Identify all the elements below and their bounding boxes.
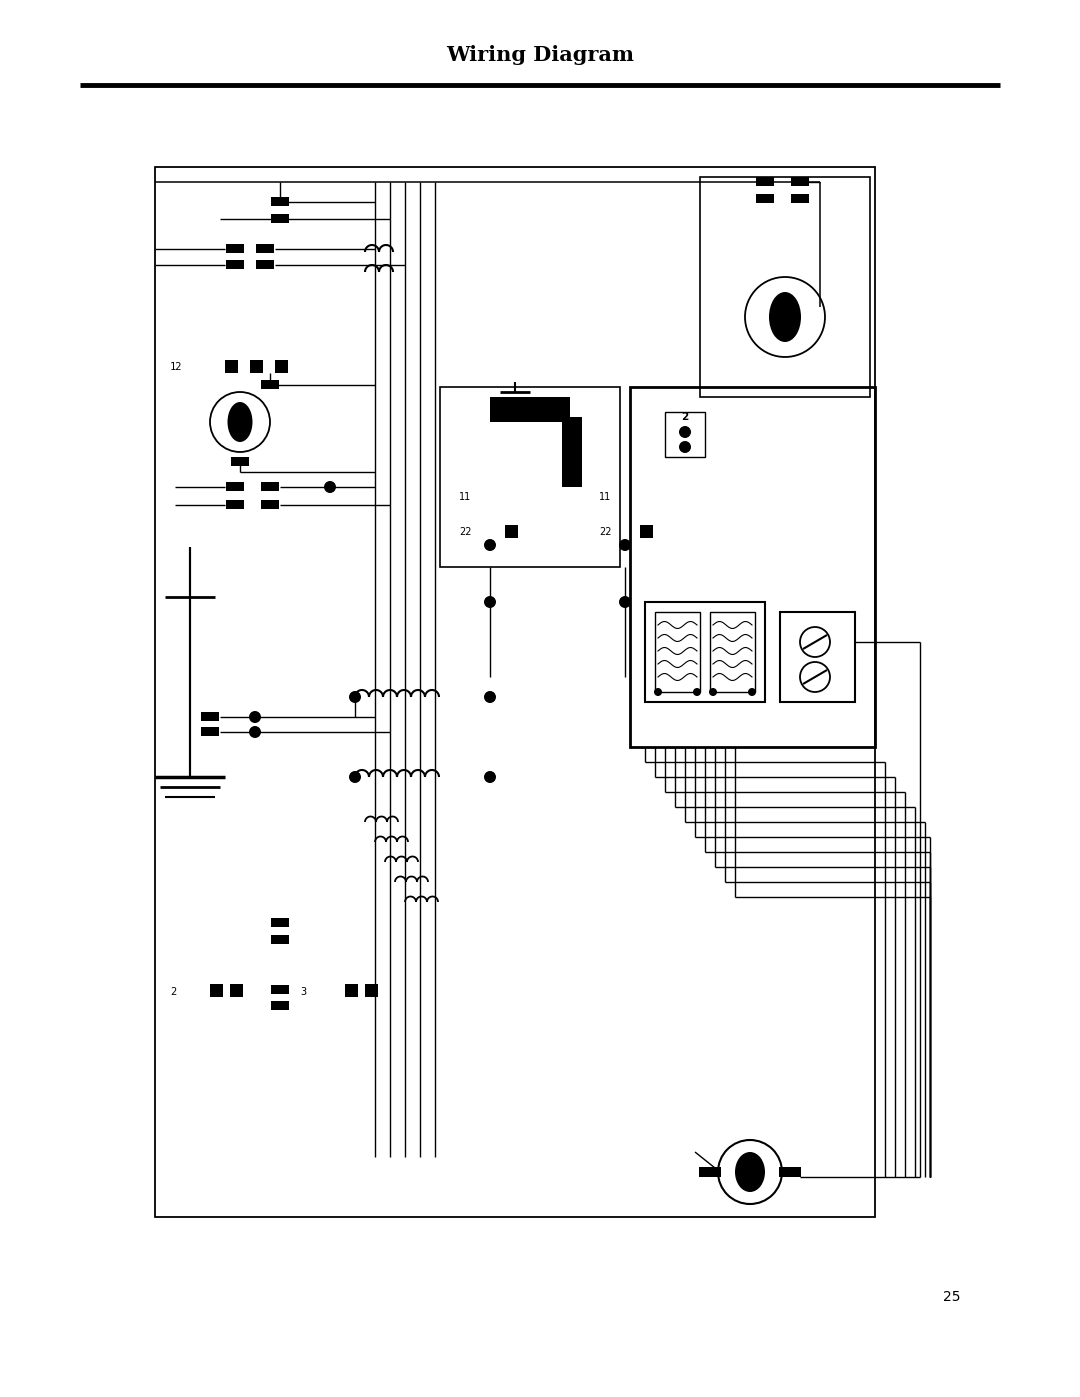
Bar [645, 602, 765, 703]
Ellipse shape [735, 1153, 765, 1192]
Circle shape [679, 441, 691, 453]
Text: Wiring Diagram: Wiring Diagram [446, 45, 634, 66]
Bar [440, 387, 620, 567]
Ellipse shape [228, 402, 253, 441]
Bar [654, 612, 700, 692]
Bar [271, 918, 289, 926]
Bar [256, 244, 274, 253]
Text: 2: 2 [170, 988, 176, 997]
Bar [271, 935, 289, 943]
Text: 11: 11 [459, 492, 471, 502]
Circle shape [654, 687, 662, 696]
Bar [365, 983, 378, 997]
Bar [699, 1166, 721, 1178]
Bar [226, 244, 244, 253]
Circle shape [708, 687, 717, 696]
Bar [170, 597, 210, 777]
Bar [779, 1166, 801, 1178]
Text: 2: 2 [681, 412, 689, 422]
Circle shape [748, 687, 756, 696]
Bar [630, 387, 875, 747]
Circle shape [249, 711, 261, 724]
Bar [791, 177, 809, 187]
Bar [261, 380, 279, 390]
Circle shape [249, 726, 261, 738]
Bar [201, 728, 219, 736]
Ellipse shape [769, 292, 801, 342]
Bar [261, 500, 279, 510]
Circle shape [324, 481, 336, 493]
Circle shape [619, 597, 631, 608]
Circle shape [484, 692, 496, 703]
Bar [505, 525, 518, 538]
Circle shape [484, 597, 496, 608]
Circle shape [693, 687, 701, 696]
Bar [756, 194, 774, 204]
Text: 11: 11 [599, 492, 611, 502]
Bar [261, 482, 279, 492]
Text: 12: 12 [170, 362, 183, 372]
Bar [210, 983, 222, 997]
Bar [710, 612, 755, 692]
Bar [275, 360, 288, 373]
Bar [201, 712, 219, 721]
Bar [230, 983, 243, 997]
Bar [665, 412, 705, 457]
Bar [780, 612, 855, 703]
Bar [271, 1000, 289, 1010]
Circle shape [484, 771, 496, 782]
Text: 22: 22 [598, 527, 611, 536]
Bar [249, 360, 264, 373]
Text: 3: 3 [300, 988, 307, 997]
Circle shape [349, 692, 361, 703]
Bar [756, 177, 774, 187]
Circle shape [349, 771, 361, 782]
Circle shape [619, 539, 631, 550]
Bar [225, 360, 238, 373]
Bar [156, 168, 875, 1217]
Bar [226, 260, 244, 270]
Bar [226, 500, 244, 510]
Bar [490, 397, 570, 422]
Bar [562, 416, 582, 488]
Bar [271, 197, 289, 207]
Bar [271, 215, 289, 224]
Circle shape [679, 426, 691, 439]
Text: 25: 25 [943, 1289, 960, 1303]
Bar [640, 525, 653, 538]
Bar [271, 985, 289, 993]
Bar [231, 457, 249, 467]
Bar [226, 482, 244, 492]
Bar [791, 194, 809, 204]
Circle shape [484, 539, 496, 550]
Bar [700, 177, 870, 397]
Bar [345, 983, 357, 997]
Text: 22: 22 [459, 527, 471, 536]
Bar [256, 260, 274, 270]
